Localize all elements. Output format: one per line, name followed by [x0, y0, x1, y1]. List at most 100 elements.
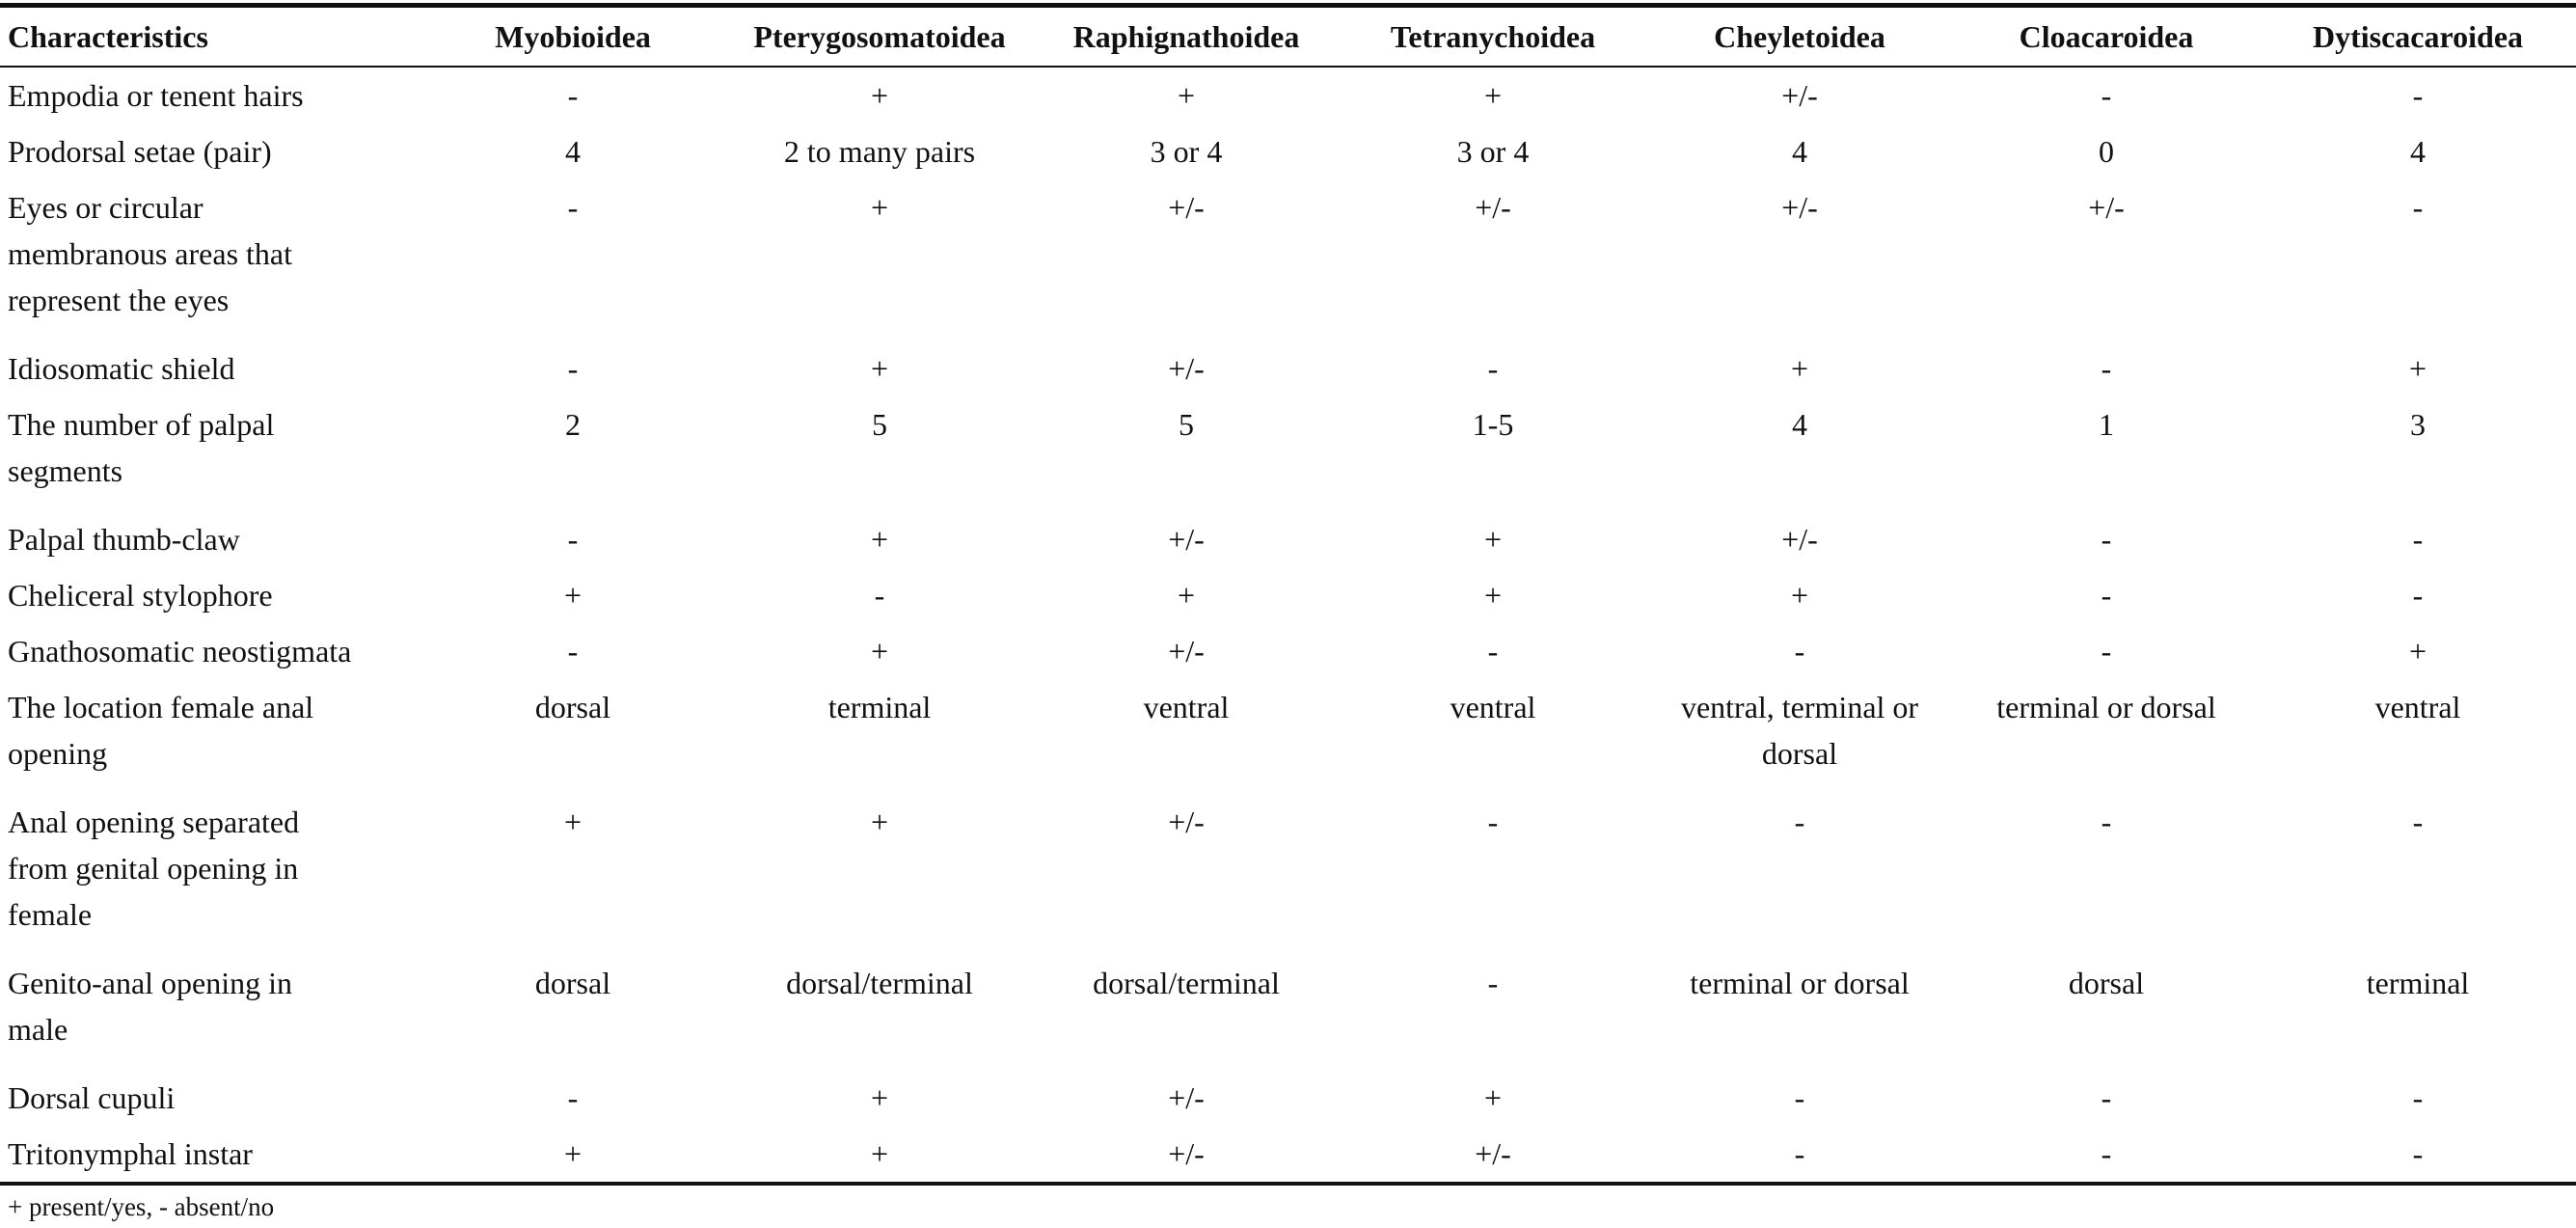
row-label: Idiosomatic shield — [8, 351, 235, 386]
table-cell: - — [1794, 805, 1805, 839]
row-label: Dorsal cupuli — [8, 1080, 176, 1115]
table-row: Tritonymphal instar + + +/- +/- - - - — [0, 1126, 2576, 1184]
table-cell: - — [874, 578, 885, 613]
table-cell: +/- — [1168, 190, 1205, 225]
column-header: Cloacaroidea — [1953, 5, 2260, 68]
table-cell: - — [2412, 1080, 2424, 1115]
table-cell: terminal or dorsal — [1996, 690, 2216, 724]
table-cell: + — [2408, 634, 2427, 669]
table-cell: + — [870, 1080, 889, 1115]
table-cell: + — [1790, 351, 1809, 386]
table-cell: + — [870, 522, 889, 557]
table-row: Palpal thumb-claw - + +/- + +/- - - — [0, 511, 2576, 567]
footnote: + present/yes, - absent/no — [8, 1192, 275, 1221]
table-cell: 0 — [2099, 134, 2114, 169]
table-cell: 5 — [1179, 407, 1194, 442]
row-label: Gnathosomatic neostigmata — [8, 634, 352, 669]
row-label: Cheliceral stylophore — [8, 578, 273, 613]
table-cell: - — [2412, 78, 2424, 113]
table-cell: dorsal/terminal — [786, 966, 973, 1000]
column-header: Myobioidea — [420, 5, 726, 68]
table-cell: + — [870, 805, 889, 839]
table-cell: - — [2412, 522, 2424, 557]
row-label: The location female anal opening — [8, 690, 314, 771]
table-cell: 3 or 4 — [1150, 134, 1223, 169]
table-cell: terminal — [827, 690, 932, 724]
row-label: Eyes or circular membranous areas that r… — [8, 190, 292, 317]
table-row: Genito-anal opening in male dorsal dorsal/… — [0, 955, 2576, 1070]
table-cell: - — [567, 522, 579, 557]
table-cell: + — [1790, 578, 1809, 613]
table-cell: terminal — [2366, 966, 2470, 1000]
table-cell: + — [1483, 78, 1503, 113]
table-cell: +/- — [1168, 351, 1205, 386]
table-cell: 2 to many pairs — [783, 134, 976, 169]
table-cell: + — [870, 351, 889, 386]
table-cell: + — [870, 190, 889, 225]
table-cell: 3 or 4 — [1456, 134, 1530, 169]
row-label: Prodorsal setae (pair) — [8, 134, 272, 169]
table-cell: 3 — [2410, 407, 2426, 442]
table-cell: - — [1487, 966, 1499, 1000]
table-cell: +/- — [1781, 78, 1818, 113]
table-body: Empodia or tenent hairs - + + + +/- - - Prodorsa… — [0, 67, 2576, 1184]
table-cell: ventral — [1450, 690, 1536, 724]
table-cell: - — [567, 1080, 579, 1115]
table-cell: dorsal — [534, 690, 611, 724]
table-cell: terminal or dorsal — [1690, 966, 1910, 1000]
table-cell: 2 — [565, 407, 581, 442]
table-cell: + — [563, 1136, 583, 1171]
table-cell: - — [2101, 78, 2112, 113]
table-cell: + — [870, 1136, 889, 1171]
table-cell: ventral — [1143, 690, 1230, 724]
table-row: Prodorsal setae (pair) 4 2 to many pairs 3 … — [0, 123, 2576, 179]
table-cell: - — [1487, 634, 1499, 669]
table-cell: - — [2101, 351, 2112, 386]
table-cell: ventral, terminal or dorsal — [1680, 690, 1919, 771]
table-cell: +/- — [1168, 1080, 1205, 1115]
table-cell: 4 — [2410, 134, 2426, 169]
column-header: Cheyletoidea — [1646, 5, 1953, 68]
column-header: Raphignathoidea — [1033, 5, 1340, 68]
data-table: Characteristics Myobioidea Pterygosomatoid… — [0, 3, 2576, 1186]
row-label: Genito-anal opening in male — [8, 966, 293, 1047]
table-cell: - — [2412, 578, 2424, 613]
table-cell: + — [1177, 78, 1196, 113]
row-label: Empodia or tenent hairs — [8, 78, 304, 113]
table-cell: - — [2412, 805, 2424, 839]
row-label: The number of palpal segments — [8, 407, 275, 488]
table-cell: + — [1483, 578, 1503, 613]
table-cell: + — [870, 634, 889, 669]
table-row: Eyes or circular membranous areas that r… — [0, 179, 2576, 341]
row-label: Anal opening separated from genital open… — [8, 805, 300, 932]
table-cell: + — [563, 805, 583, 839]
table-cell: dorsal/terminal — [1093, 966, 1280, 1000]
table-cell: - — [2101, 1136, 2112, 1171]
table-cell: - — [2412, 1136, 2424, 1171]
table-cell: - — [567, 78, 579, 113]
table-cell: 4 — [1792, 134, 1807, 169]
table-cell: +/- — [1168, 805, 1205, 839]
table-header: Characteristics Myobioidea Pterygosomatoid… — [0, 5, 2576, 68]
table-cell: - — [2101, 634, 2112, 669]
table-cell: + — [1483, 522, 1503, 557]
table-cell: - — [2101, 1080, 2112, 1115]
table-cell: 1-5 — [1472, 407, 1514, 442]
table-cell: +/- — [1168, 1136, 1205, 1171]
table-cell: +/- — [1475, 1136, 1511, 1171]
table-cell: 4 — [1792, 407, 1807, 442]
table-row: The number of palpal segments 2 5 5 1-5 4 1 3 — [0, 396, 2576, 511]
table-cell: - — [1794, 1080, 1805, 1115]
column-header: Tetranychoidea — [1340, 5, 1646, 68]
table-cell: +/- — [1168, 634, 1205, 669]
table-cell: - — [1487, 351, 1499, 386]
table-cell: - — [1794, 1136, 1805, 1171]
table-cell: + — [870, 78, 889, 113]
table-cell: + — [1177, 578, 1196, 613]
table-cell: - — [567, 190, 579, 225]
table-cell: +/- — [1168, 522, 1205, 557]
column-header: Characteristics — [0, 5, 420, 68]
table-cell: 5 — [872, 407, 887, 442]
table-cell: + — [1483, 1080, 1503, 1115]
column-header: Pterygosomatoidea — [726, 5, 1033, 68]
